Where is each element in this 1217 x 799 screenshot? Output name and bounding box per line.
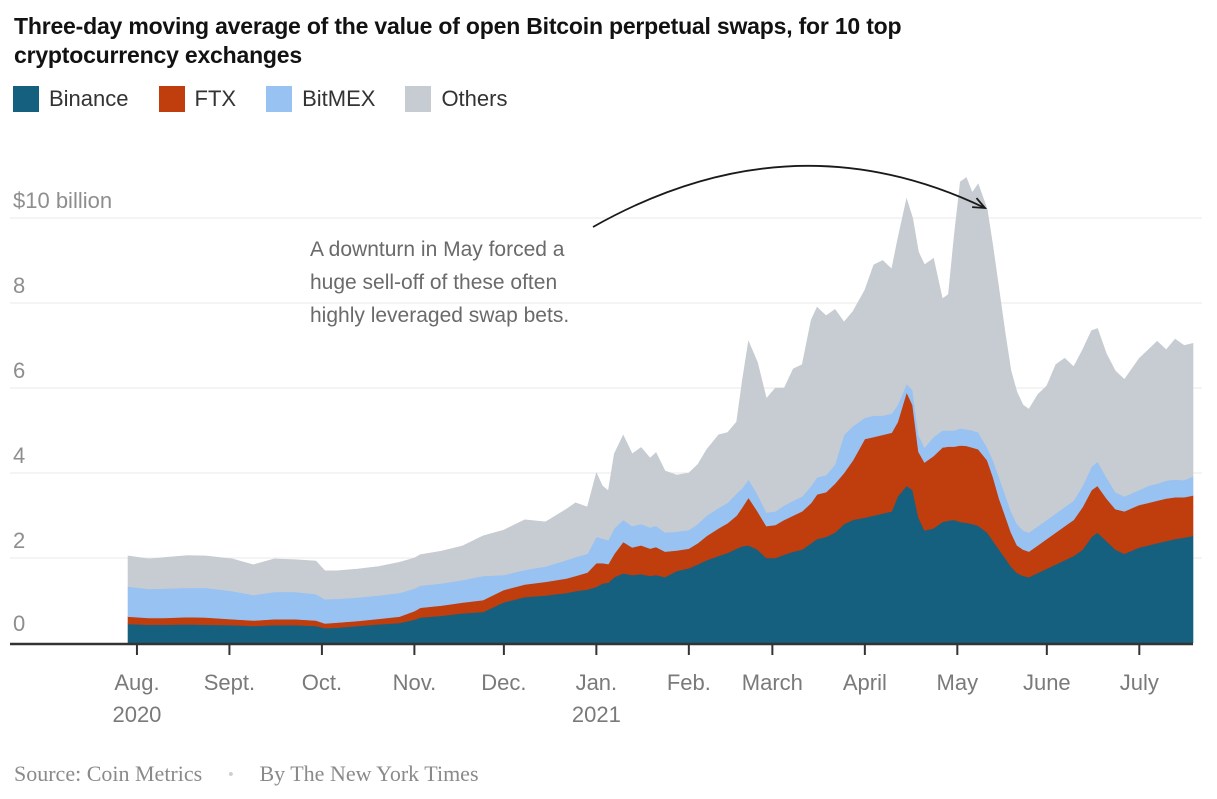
x-tick-label-nov: Nov. [393,670,437,695]
x-tick-label-aug: Aug. [114,670,159,695]
y-axis-label-6: 6 [13,358,25,383]
annotation-line-1: A downturn in May forced a [310,238,565,261]
legend-swatch-binance [13,86,39,112]
x-tick-label-march: March [742,670,803,695]
y-axis-label-2: 2 [13,528,25,553]
x-tick-year-label-2021: 2021 [572,702,621,727]
legend: Binance FTX BitMEX Others [13,86,507,112]
x-tick-year-label-2020: 2020 [112,702,161,727]
annotation-arrow [592,165,986,228]
legend-swatch-others [405,86,432,112]
separator-dot-icon: • [228,765,234,783]
legend-label-ftx: FTX [194,86,237,111]
source-label: Source: Coin Metrics [14,761,203,786]
legend-item-others: Others [405,86,507,112]
legend-item-ftx: FTX [158,86,237,112]
chart-title: Three-day moving average of the value of… [14,12,902,70]
y-axis-label-8: 8 [13,273,25,298]
legend-swatch-bitmex [266,86,293,112]
x-tick-label-sept: Sept. [204,670,255,695]
x-tick-label-july: July [1120,670,1159,695]
legend-label-binance: Binance [49,86,129,111]
x-tick-label-may: May [937,670,979,695]
annotation-arrowhead-icon [972,197,988,210]
legend-item-binance: Binance [13,86,129,112]
legend-label-bitmex: BitMEX [302,86,376,111]
annotation-text: A downturn in May forced a huge sell-off… [310,233,569,332]
legend-swatch-ftx [158,86,185,112]
legend-item-bitmex: BitMEX [266,86,375,112]
annotation-line-3: highly leveraged swap bets. [310,304,570,327]
x-tick-label-june: June [1023,670,1071,695]
chart-title-line-2: cryptocurrency exchanges [14,42,302,68]
byline: By The New York Times [259,761,479,786]
y-axis-label-4: 4 [13,443,25,468]
legend-label-others: Others [441,86,508,111]
x-tick-label-oct: Oct. [302,670,342,695]
annotation-line-2: huge sell-off of these often [310,271,558,294]
footer: Source: Coin Metrics • By The New York T… [14,761,479,787]
x-tick-label-jan: Jan. [576,670,618,695]
area-others [127,177,1194,600]
x-tick-label-april: April [843,670,887,695]
x-tick-label-feb: Feb. [667,670,711,695]
chart-title-line-1: Three-day moving average of the value of… [14,13,902,39]
y-axis-label-10: $10 billion [13,188,112,213]
x-tick-label-dec: Dec. [481,670,526,695]
y-axis-label-0: 0 [13,611,25,636]
